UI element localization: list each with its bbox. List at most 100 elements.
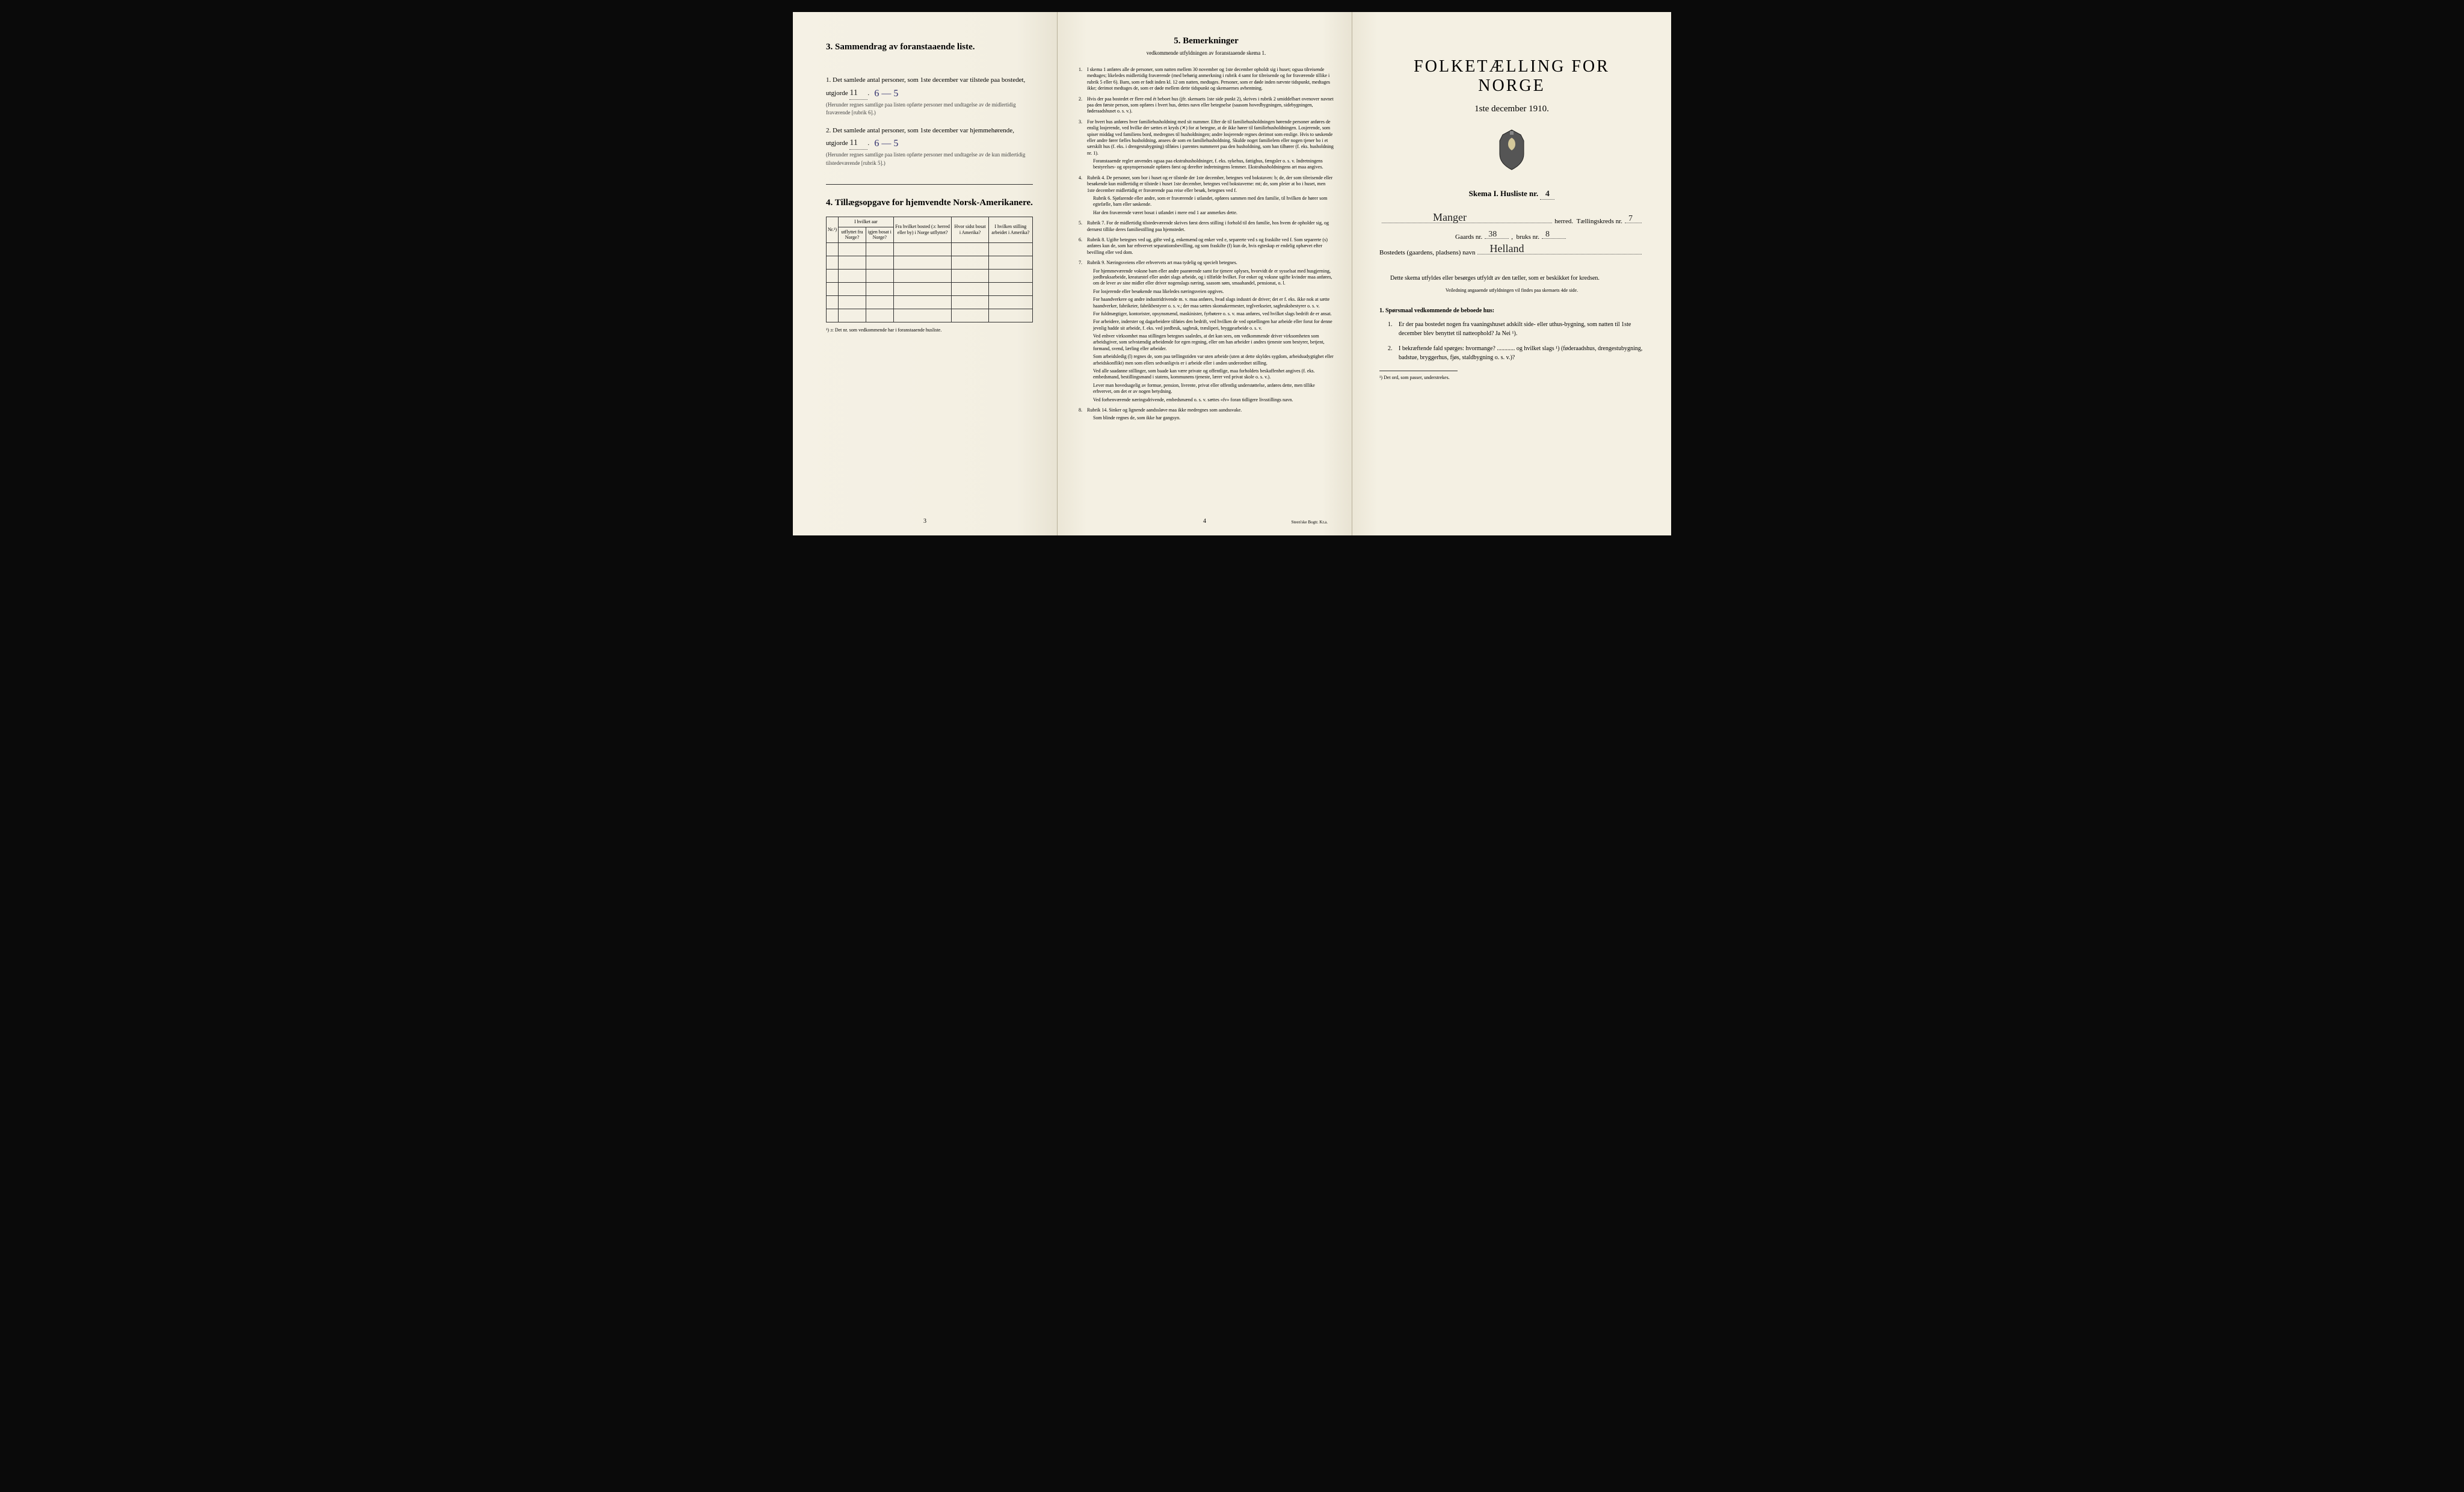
table-cell — [893, 295, 952, 309]
table-row — [827, 309, 1033, 322]
remark-subtext: Ved enhver virksomhet maa stillingen bet… — [1093, 333, 1334, 352]
remark-subtext: Foranstaaende regler anvendes ogsaa paa … — [1093, 158, 1334, 171]
remark-text: Rubrik 7. For de midlertidig tilstedevær… — [1087, 220, 1334, 233]
table-cell — [827, 295, 839, 309]
table-cell — [952, 282, 988, 295]
herred-line: Manger herred. Tællingskreds nr. 7 — [1379, 218, 1644, 225]
table-cell — [988, 309, 1032, 322]
remark-subtext: For arbeidere, inderster og dagarbeidere… — [1093, 319, 1334, 331]
document-spread: 3. Sammendrag av foranstaaende liste. 1.… — [793, 12, 1671, 535]
table-row — [827, 256, 1033, 269]
remark-num: 7. — [1079, 260, 1087, 403]
remark-subtext: For haandverkere og andre industridriven… — [1093, 297, 1334, 309]
table-cell — [988, 295, 1032, 309]
taellingskreds-label: Tællingskreds nr. — [1577, 218, 1622, 225]
skema-label: Skema I. Husliste nr. — [1469, 189, 1538, 198]
remark-num: 1. — [1079, 67, 1087, 92]
table-cell — [827, 309, 839, 322]
right-footnote: ¹) Det ord, som passer, understrekes. — [1379, 375, 1644, 380]
q2-text: I bekræftende fald spørges: hvormange? .… — [1399, 344, 1644, 362]
table-cell — [866, 282, 893, 295]
table-cell — [866, 295, 893, 309]
q2: 2. I bekræftende fald spørges: hvormange… — [1388, 344, 1644, 362]
table-cell — [866, 269, 893, 282]
table-cell — [827, 256, 839, 269]
remark-item: 2.Hvis der paa bostedet er flere end ét … — [1079, 96, 1334, 115]
th-where: Hvor sidst bosat i Amerika? — [952, 217, 988, 243]
husliste-nr: 4 — [1545, 190, 1550, 199]
bosted-line: Bostedets (gaardens, pladsens) navn Hell… — [1379, 249, 1644, 256]
taellingskreds-value: 7 — [1628, 214, 1633, 224]
page-middle: 5. Bemerkninger vedkommende utfyldningen… — [1058, 12, 1352, 535]
item-1-note: (Herunder regnes samtlige paa listen opf… — [826, 101, 1033, 117]
remark-item: 7.Rubrik 9. Næringsveiens eller erhverve… — [1079, 260, 1334, 403]
th-year-group: I hvilket aar — [839, 217, 894, 227]
table-row — [827, 282, 1033, 295]
remark-num: 8. — [1079, 407, 1087, 422]
th-nr: Nr.¹) — [827, 217, 839, 243]
section-4-heading: 4. Tillægsopgave for hjemvendte Norsk-Am… — [826, 198, 1033, 208]
remark-text: For hvert hus anføres hver familiehushol… — [1087, 119, 1334, 171]
item-2-note: (Herunder regnes samtlige paa listen opf… — [826, 151, 1033, 167]
item-2-breakdown: 6 — 5 — [874, 138, 898, 149]
table-cell — [866, 242, 893, 256]
bosted-label: Bostedets (gaardens, pladsens) navn — [1379, 249, 1475, 256]
remark-subtext: Ved alle saadanne stillinger, som baade … — [1093, 368, 1334, 381]
remark-text: Rubrik 8. Ugifte betegnes ved ug, gifte … — [1087, 237, 1334, 256]
item-1-breakdown: 6 — 5 — [874, 88, 898, 99]
item-1-total: 11 — [849, 88, 857, 97]
bruks-label: bruks nr. — [1516, 233, 1539, 241]
questions-section: 1. Spørsmaal vedkommende de beboede hus:… — [1379, 306, 1644, 362]
table-cell — [827, 242, 839, 256]
left-footnote: ¹) ɔ: Det nr. som vedkommende har i fora… — [826, 327, 1033, 333]
th-emigrated: utflyttet fra Norge? — [839, 227, 866, 242]
table-cell — [952, 256, 988, 269]
item-2-total: 11 — [849, 138, 857, 147]
table-cell — [988, 269, 1032, 282]
table-cell — [839, 309, 866, 322]
remark-item: 3.For hvert hus anføres hver familiehush… — [1079, 119, 1334, 171]
coat-of-arms-icon — [1494, 129, 1530, 171]
remark-item: 1.I skema 1 anføres alle de personer, so… — [1079, 67, 1334, 92]
skema-line: Skema I. Husliste nr. 4 — [1379, 189, 1644, 200]
section-3-heading: 3. Sammendrag av foranstaaende liste. — [826, 42, 1033, 52]
remark-num: 5. — [1079, 220, 1087, 233]
table-cell — [952, 295, 988, 309]
table-row — [827, 295, 1033, 309]
table-row — [827, 242, 1033, 256]
table-cell — [988, 256, 1032, 269]
remark-text: I skema 1 anføres alle de personer, som … — [1087, 67, 1334, 92]
printer-credit: Steen'ske Bogtr. Kr.a. — [1291, 520, 1328, 525]
remark-subtext: Som arbeidsledig (l) regnes de, som paa … — [1093, 354, 1334, 366]
table-cell — [827, 269, 839, 282]
bosted-value: Helland — [1489, 242, 1524, 255]
table-cell — [952, 269, 988, 282]
bruks-value: 8 — [1545, 230, 1550, 239]
table-cell — [893, 309, 952, 322]
section-5-subheading: vedkommende utfyldningen av foranstaaend… — [1079, 50, 1334, 56]
table-cell — [839, 295, 866, 309]
remark-subtext: Har den fraværende været bosat i utlande… — [1093, 210, 1334, 216]
th-occ: I hvilken stilling arbeidet i Amerika? — [988, 217, 1032, 243]
table-cell — [893, 242, 952, 256]
remarks-list: 1.I skema 1 anføres alle de personer, so… — [1079, 67, 1334, 422]
q1: 1. Er der paa bostedet nogen fra vaaning… — [1388, 320, 1644, 338]
th-from: Fra hvilket bosted (ɔ: herred eller by) … — [893, 217, 952, 243]
census-title: FOLKETÆLLING FOR NORGE — [1379, 57, 1644, 96]
census-subtitle: 1ste december 1910. — [1379, 104, 1644, 114]
th-returned: igjen bosat i Norge? — [866, 227, 893, 242]
page-num-4: 4 — [1203, 518, 1206, 525]
returnees-table: Nr.¹) I hvilket aar Fra hvilket bosted (… — [826, 217, 1033, 322]
table-cell — [952, 242, 988, 256]
returnees-tbody — [827, 242, 1033, 322]
table-cell — [866, 309, 893, 322]
remark-text: Hvis der paa bostedet er flere end ét be… — [1087, 96, 1334, 115]
remark-subtext: Rubrik 6. Sjøfarende eller andre, som er… — [1093, 196, 1334, 208]
remark-text: Rubrik 4. De personer, som bor i huset o… — [1087, 175, 1334, 216]
table-cell — [839, 256, 866, 269]
remark-subtext: For fuldmægtiger, kontorister, opsynsmæn… — [1093, 311, 1334, 317]
table-cell — [893, 256, 952, 269]
table-cell — [988, 282, 1032, 295]
remark-item: 6.Rubrik 8. Ugifte betegnes ved ug, gift… — [1079, 237, 1334, 256]
table-cell — [893, 269, 952, 282]
